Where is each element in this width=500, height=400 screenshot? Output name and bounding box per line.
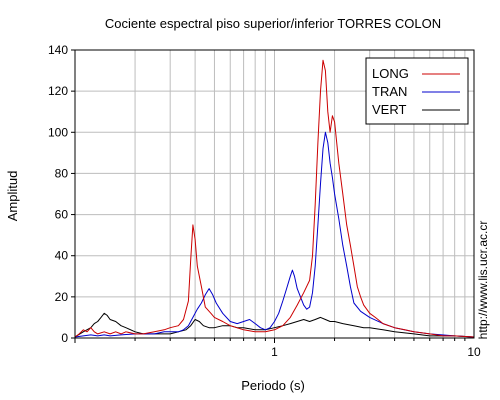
chart-title: Cociente espectral piso superior/inferio… xyxy=(105,16,441,31)
series-line-tran xyxy=(75,131,474,338)
series-line-vert xyxy=(75,312,474,338)
legend-label-long: LONG xyxy=(372,66,409,81)
y-tick-label: 80 xyxy=(55,166,69,180)
y-tick-label: 100 xyxy=(48,125,68,139)
x-tick-label: 1 xyxy=(271,345,278,359)
website-note: http://www.lis.ucr.ac.cr xyxy=(476,221,490,340)
series-line-long xyxy=(75,59,474,338)
y-axis-label: Amplitud xyxy=(5,171,20,222)
y-tick-label: 120 xyxy=(48,84,68,98)
legend: LONG TRAN VERT xyxy=(365,57,469,125)
y-tick-label: 20 xyxy=(55,290,69,304)
legend-label-vert: VERT xyxy=(372,102,406,117)
x-axis-label: Periodo (s) xyxy=(241,378,305,393)
y-tick-label: 140 xyxy=(48,43,68,57)
x-tick-label: 10 xyxy=(467,345,481,359)
y-tick-label: 60 xyxy=(55,208,69,222)
y-tick-label: 40 xyxy=(55,249,69,263)
y-tick-label: 0 xyxy=(61,331,68,345)
series-layer xyxy=(75,59,474,338)
legend-label-tran: TRAN xyxy=(372,84,407,99)
legend-box xyxy=(365,57,469,125)
legend-items: LONG TRAN VERT xyxy=(372,66,460,117)
x-axis-ticks: 1 10 xyxy=(74,338,481,359)
y-axis-ticks: 0 20 40 60 80 100 120 140 xyxy=(48,43,75,345)
